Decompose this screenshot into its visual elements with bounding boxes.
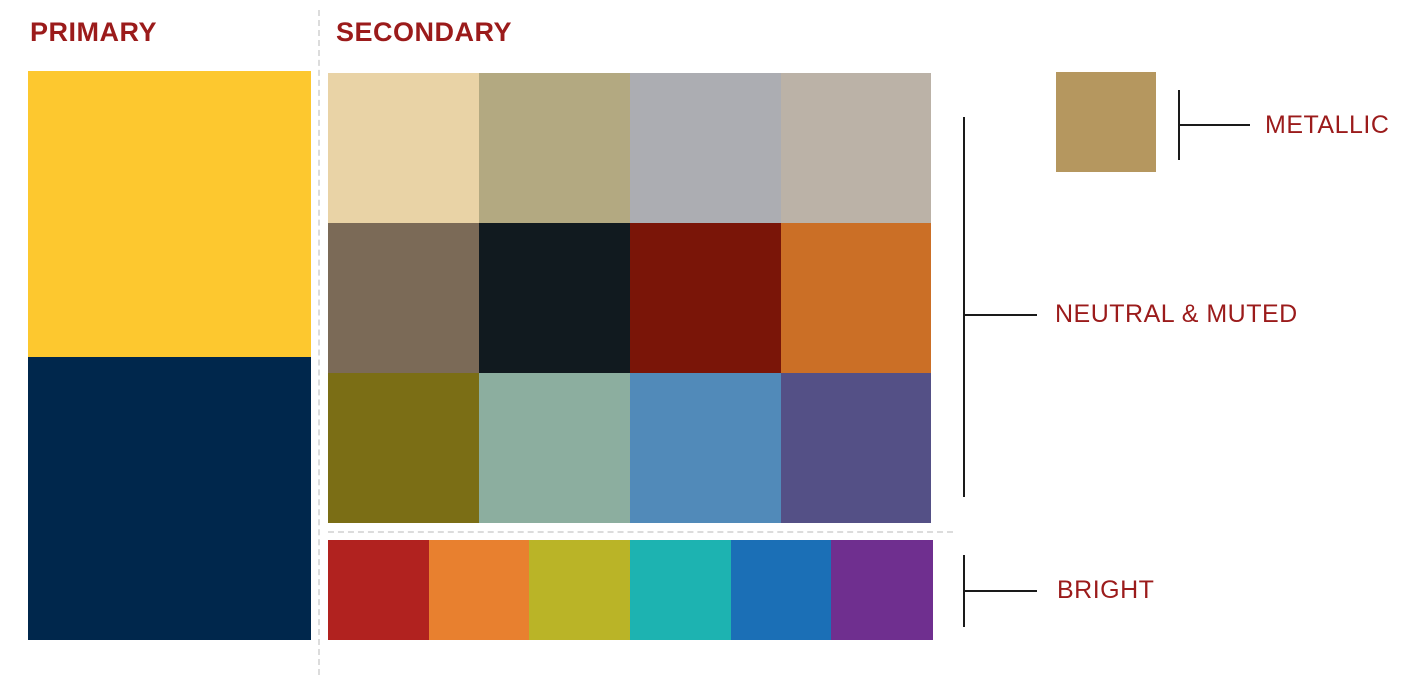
primary-heading: PRIMARY: [30, 17, 158, 47]
section-divider-vertical: [318, 10, 320, 675]
bright-swatch-6: [831, 540, 933, 640]
section-divider-horizontal: [328, 531, 953, 533]
bright-swatch-1: [328, 540, 430, 640]
primary-swatch-blue: [28, 357, 311, 640]
bright-swatch-2: [429, 540, 531, 640]
bright-swatch-5: [731, 540, 833, 640]
neutral-swatch-r1-c3: [630, 73, 781, 223]
neutral-swatch-r3-c4: [781, 373, 931, 523]
neutral-swatch-r3-c3: [630, 373, 781, 523]
neutral-swatch-r2-c2: [479, 223, 630, 373]
neutral-swatch-r1-c2: [479, 73, 630, 223]
neutral-swatch-r1-c1: [328, 73, 479, 223]
bright-swatch-4: [630, 540, 732, 640]
metallic-label: METALLIC: [1265, 111, 1390, 139]
neutral-swatch-r3-c1: [328, 373, 479, 523]
secondary-heading: SECONDARY: [336, 17, 513, 47]
metallic-swatch: [1056, 72, 1156, 172]
metallic-connector: [1178, 124, 1250, 126]
neutral-swatch-r2-c1: [328, 223, 479, 373]
neutral-connector: [963, 314, 1037, 316]
bright-swatch-3: [529, 540, 631, 640]
neutral-swatch-r3-c2: [479, 373, 630, 523]
neutral-label: NEUTRAL & MUTED: [1055, 300, 1298, 328]
bright-connector: [963, 590, 1037, 592]
neutral-bracket: [963, 117, 965, 497]
neutral-swatch-r2-c3: [630, 223, 781, 373]
bright-label: BRIGHT: [1057, 576, 1155, 604]
neutral-swatch-r1-c4: [781, 73, 931, 223]
primary-swatch-maize: [28, 71, 311, 357]
neutral-swatch-r2-c4: [781, 223, 931, 373]
